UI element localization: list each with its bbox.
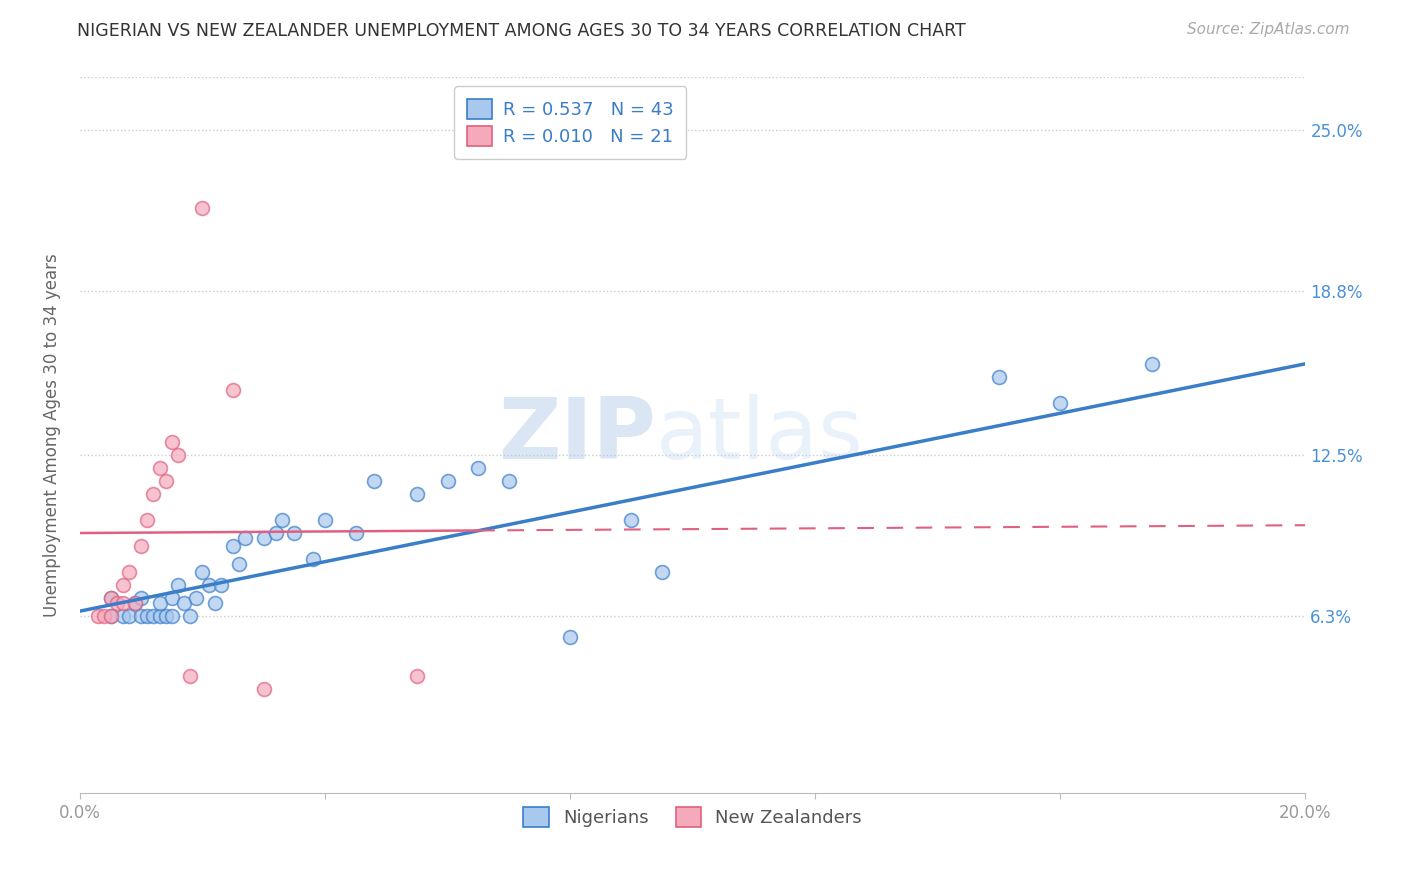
- Point: [233, 531, 256, 545]
- Point: [105, 596, 128, 610]
- Point: [191, 565, 214, 579]
- Point: [436, 474, 458, 488]
- Point: [93, 609, 115, 624]
- Point: [118, 609, 141, 624]
- Point: [100, 591, 122, 606]
- Point: [100, 591, 122, 606]
- Point: [222, 383, 245, 397]
- Point: [209, 578, 232, 592]
- Point: [160, 609, 183, 624]
- Point: [1049, 396, 1071, 410]
- Point: [222, 539, 245, 553]
- Point: [124, 596, 146, 610]
- Point: [406, 487, 429, 501]
- Point: [118, 565, 141, 579]
- Point: [87, 609, 110, 624]
- Point: [111, 578, 134, 592]
- Point: [136, 513, 159, 527]
- Point: [179, 609, 201, 624]
- Point: [129, 609, 152, 624]
- Point: [988, 369, 1011, 384]
- Text: NIGERIAN VS NEW ZEALANDER UNEMPLOYMENT AMONG AGES 30 TO 34 YEARS CORRELATION CHA: NIGERIAN VS NEW ZEALANDER UNEMPLOYMENT A…: [77, 22, 966, 40]
- Text: ZIP: ZIP: [498, 394, 655, 477]
- Point: [155, 474, 177, 488]
- Point: [111, 609, 134, 624]
- Point: [100, 609, 122, 624]
- Point: [253, 682, 276, 697]
- Point: [197, 578, 219, 592]
- Point: [173, 596, 195, 610]
- Point: [283, 526, 305, 541]
- Legend: Nigerians, New Zealanders: Nigerians, New Zealanders: [516, 800, 869, 834]
- Point: [160, 591, 183, 606]
- Point: [498, 474, 520, 488]
- Point: [100, 609, 122, 624]
- Point: [467, 461, 489, 475]
- Point: [142, 609, 165, 624]
- Point: [179, 669, 201, 683]
- Point: [344, 526, 367, 541]
- Point: [148, 596, 170, 610]
- Point: [148, 461, 170, 475]
- Point: [142, 487, 165, 501]
- Point: [155, 609, 177, 624]
- Point: [264, 526, 287, 541]
- Point: [124, 596, 146, 610]
- Point: [167, 578, 190, 592]
- Text: atlas: atlas: [655, 394, 863, 477]
- Point: [167, 448, 190, 462]
- Point: [129, 591, 152, 606]
- Point: [651, 565, 673, 579]
- Point: [620, 513, 643, 527]
- Point: [160, 434, 183, 449]
- Point: [186, 591, 208, 606]
- Point: [191, 201, 214, 215]
- Point: [558, 630, 581, 644]
- Point: [301, 552, 323, 566]
- Point: [148, 609, 170, 624]
- Point: [271, 513, 294, 527]
- Y-axis label: Unemployment Among Ages 30 to 34 years: Unemployment Among Ages 30 to 34 years: [44, 253, 60, 617]
- Point: [314, 513, 336, 527]
- Point: [136, 609, 159, 624]
- Point: [253, 531, 276, 545]
- Point: [228, 558, 250, 572]
- Point: [129, 539, 152, 553]
- Point: [363, 474, 385, 488]
- Point: [111, 596, 134, 610]
- Point: [406, 669, 429, 683]
- Text: Source: ZipAtlas.com: Source: ZipAtlas.com: [1187, 22, 1350, 37]
- Point: [1140, 357, 1163, 371]
- Point: [204, 596, 226, 610]
